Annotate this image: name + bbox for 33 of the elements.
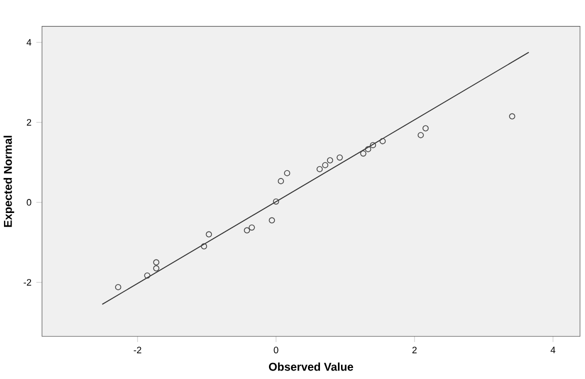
x-tick-label: -2 (134, 346, 142, 354)
y-axis-title: Expected Normal (4, 136, 14, 227)
point (365, 146, 372, 152)
y-tick-label: 4 (26, 39, 32, 46)
y-tick-label: 0 (26, 199, 32, 206)
x-tick-label: 2 (412, 346, 417, 354)
point (153, 259, 160, 266)
point (418, 132, 424, 138)
point (422, 125, 429, 132)
point (272, 198, 280, 205)
point (206, 231, 212, 238)
point (370, 142, 376, 148)
point (322, 162, 328, 168)
point (248, 224, 255, 231)
point (153, 265, 160, 272)
y-tick-label: 2 (26, 119, 32, 126)
point (200, 243, 208, 250)
point (268, 217, 275, 224)
point (326, 157, 334, 164)
point (316, 166, 323, 172)
point (360, 150, 366, 157)
point (336, 154, 343, 161)
point (115, 284, 122, 290)
point (509, 113, 516, 120)
point (278, 178, 284, 184)
x-tick-label: 0 (274, 346, 278, 354)
point (380, 138, 386, 144)
point (244, 227, 250, 234)
point (144, 272, 150, 279)
y-tick-label: -2 (24, 279, 32, 286)
x-tick-label: 4 (550, 346, 556, 354)
point (284, 170, 290, 176)
x-axis-title: Observed Value (268, 362, 354, 371)
